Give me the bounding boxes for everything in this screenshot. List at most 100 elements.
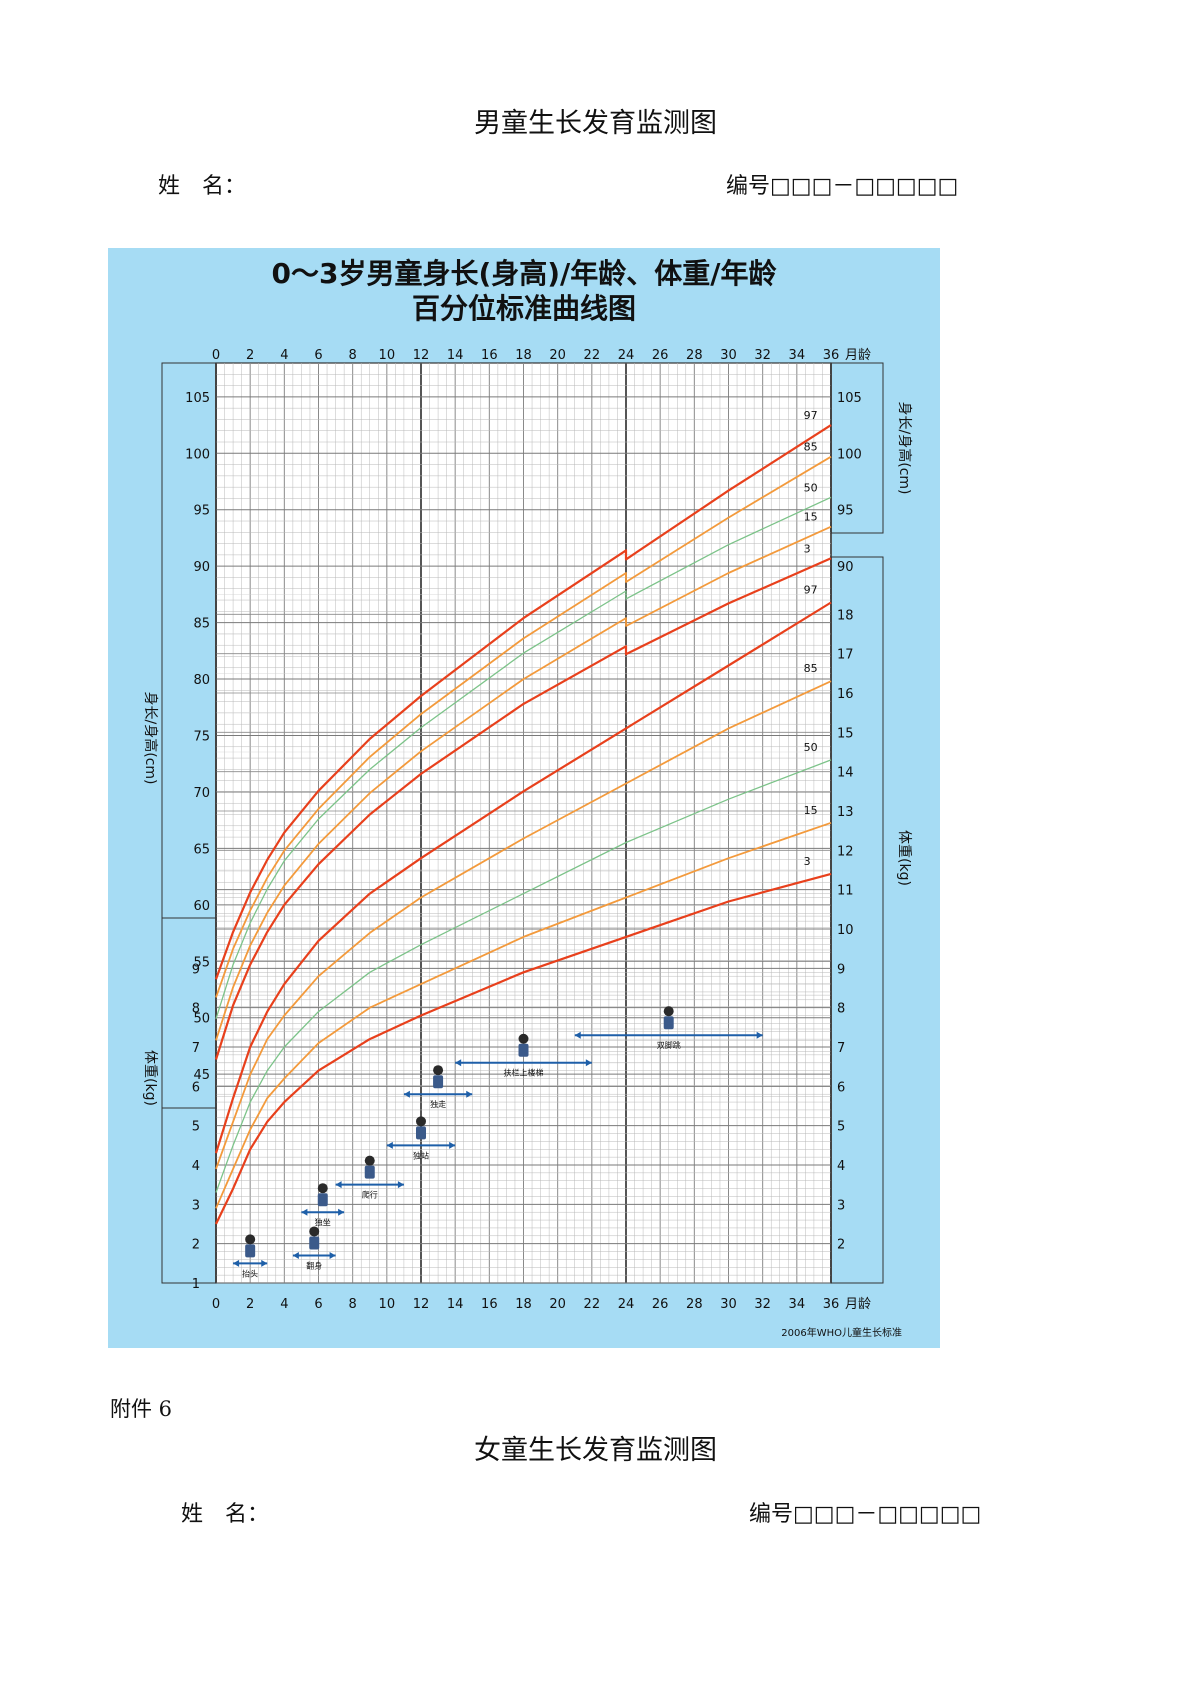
weight-tick-right: 3 xyxy=(837,1198,845,1213)
weight-percentile-curve xyxy=(215,821,832,1209)
milestone-arrow-head xyxy=(403,1090,410,1098)
length-tick-left: 50 xyxy=(193,1012,210,1027)
source-note: 2006年WHO儿童生长标准 xyxy=(781,1326,902,1339)
milestone-arrow-head xyxy=(756,1031,763,1039)
x-axis-label-bottom: 月龄 xyxy=(845,1297,871,1312)
x-tick-label-bottom: 18 xyxy=(515,1297,532,1312)
x-tick-label-top: 4 xyxy=(280,348,288,363)
milestone-arrow-head xyxy=(455,1059,462,1067)
milestone-label: 抬头 xyxy=(242,1268,258,1278)
weight-tick-left: 1 xyxy=(192,1277,200,1292)
milestone-figure-icon xyxy=(433,1065,444,1076)
x-tick-label-top: 22 xyxy=(584,348,601,363)
length-tick-left: 60 xyxy=(193,899,210,914)
x-tick-label-bottom: 28 xyxy=(686,1297,703,1312)
x-tick-label-top: 6 xyxy=(314,348,322,363)
x-tick-label-top: 12 xyxy=(413,348,430,363)
milestone-arrow-head xyxy=(301,1208,308,1216)
girl-chart-title: 女童生长发育监测图 xyxy=(474,1435,717,1466)
length-tick-right: 95 xyxy=(837,504,854,519)
weight-tick-right: 6 xyxy=(837,1080,845,1095)
weight-tick-left: 5 xyxy=(192,1120,200,1135)
milestone-figure-icon xyxy=(364,1165,375,1179)
weight-tick-left: 7 xyxy=(192,1041,200,1056)
length-tick-left: 100 xyxy=(185,447,210,462)
weight-tick-left: 8 xyxy=(192,1002,200,1017)
x-tick-label-bottom: 34 xyxy=(789,1297,806,1312)
x-tick-label-bottom: 36 xyxy=(823,1297,840,1312)
length-tick-left: 105 xyxy=(185,391,210,406)
x-tick-label-bottom: 30 xyxy=(720,1297,737,1312)
weight-percentile-curve xyxy=(215,872,832,1225)
milestone-figure-icon xyxy=(433,1075,444,1089)
weight-tick-right: 2 xyxy=(837,1238,845,1253)
milestone-arrow-head xyxy=(335,1181,342,1189)
x-tick-label-top: 20 xyxy=(549,348,566,363)
milestone-figure-icon xyxy=(663,1006,674,1017)
milestone-figure-icon xyxy=(317,1183,328,1194)
x-tick-label-bottom: 22 xyxy=(584,1297,601,1312)
boy-name-label: 姓 名： xyxy=(158,174,247,199)
length-axis-label-left: 身长/身高(cm) xyxy=(142,692,159,785)
length-tick-left: 45 xyxy=(193,1068,210,1083)
growth-chart-svg: 0～3岁男童身长(身高)/年龄、体重/年龄百分位标准曲线图00224466881… xyxy=(108,248,940,1348)
x-tick-label-top: 36 xyxy=(823,348,840,363)
weight-axis-label-right: 体重(kg) xyxy=(896,830,912,886)
milestone-arrow-head xyxy=(585,1059,592,1067)
weight-tick-left: 6 xyxy=(192,1080,200,1095)
growth-chart: 0～3岁男童身长(身高)/年龄、体重/年龄 百分位标准曲线图 0 0 2 2 4 4 6 6 8 8 1… xyxy=(108,248,940,1348)
milestone-figure-icon xyxy=(416,1116,426,1127)
x-tick-label-bottom: 6 xyxy=(314,1297,322,1312)
x-tick-label-bottom: 4 xyxy=(280,1297,288,1312)
weight-tick-left: 3 xyxy=(192,1198,200,1213)
x-tick-label-bottom: 20 xyxy=(549,1297,566,1312)
length-tick-left: 80 xyxy=(193,673,210,688)
chart-subtitle: 百分位标准曲线图 xyxy=(412,292,636,325)
length-axis-box-left xyxy=(161,362,217,1109)
weight-axis-box-left xyxy=(161,917,217,1284)
milestone-arrow-head xyxy=(386,1141,393,1149)
weight-percentile-label: 3 xyxy=(804,855,811,868)
length-tick-left: 55 xyxy=(193,955,210,970)
weight-tick-right: 16 xyxy=(837,687,854,702)
x-tick-label-bottom: 10 xyxy=(379,1297,396,1312)
milestone-label: 爬行 xyxy=(362,1190,378,1200)
weight-percentile-label: 15 xyxy=(804,804,818,817)
milestone-figure-icon xyxy=(518,1043,529,1057)
x-tick-label-top: 0 xyxy=(212,348,220,363)
length-tick-left: 70 xyxy=(193,786,210,801)
weight-percentile-curve xyxy=(215,759,832,1193)
milestone-arrow-head xyxy=(329,1251,336,1259)
length-axis-label-right: 身长/身高(cm) xyxy=(896,402,913,495)
x-tick-label-bottom: 0 xyxy=(212,1297,220,1312)
milestone-arrow-head xyxy=(574,1031,581,1039)
milestone-arrow-head xyxy=(233,1259,240,1267)
length-percentile-label: 50 xyxy=(804,481,818,494)
weight-tick-right: 13 xyxy=(837,805,854,820)
weight-tick-left: 2 xyxy=(192,1238,200,1253)
length-tick-left: 95 xyxy=(193,504,210,519)
length-percentile-curve xyxy=(215,525,832,1041)
weight-percentile-curve xyxy=(215,680,832,1170)
length-percentile-curve xyxy=(214,557,832,1060)
weight-tick-right: 5 xyxy=(837,1120,845,1135)
weight-tick-right: 14 xyxy=(837,766,854,781)
x-tick-label-top: 18 xyxy=(515,348,532,363)
milestone-label: 独站 xyxy=(413,1150,429,1160)
weight-tick-left: 9 xyxy=(192,962,200,977)
x-tick-label-top: 30 xyxy=(720,348,737,363)
chart-title: 0～3岁男童身长(身高)/年龄、体重/年龄 xyxy=(271,257,777,290)
length-tick-left: 90 xyxy=(193,560,210,575)
x-tick-label-bottom: 32 xyxy=(754,1297,771,1312)
milestone-arrow-head xyxy=(338,1208,345,1216)
x-tick-label-bottom: 2 xyxy=(246,1297,254,1312)
x-tick-label-bottom: 26 xyxy=(652,1297,669,1312)
milestone-label: 独坐 xyxy=(315,1217,331,1227)
length-percentile-label: 97 xyxy=(804,409,818,422)
weight-axis-label-left: 体重(kg) xyxy=(142,1050,158,1106)
x-tick-label-bottom: 14 xyxy=(447,1297,464,1312)
weight-tick-right: 15 xyxy=(837,726,854,741)
length-percentile-label: 3 xyxy=(804,542,811,555)
x-tick-label-top: 16 xyxy=(481,348,498,363)
x-tick-label-top: 2 xyxy=(246,348,254,363)
